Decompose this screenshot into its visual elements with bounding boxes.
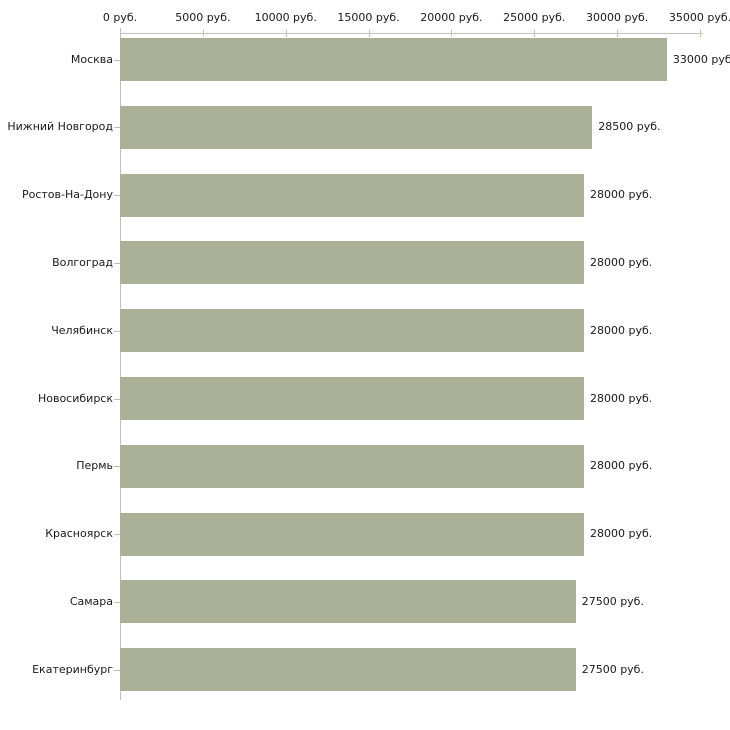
value-label: 28500 руб.: [598, 120, 661, 134]
y-axis-tick: [114, 59, 120, 61]
x-axis-tick: [202, 29, 204, 37]
y-axis-tick: [114, 669, 120, 671]
bar: [120, 173, 584, 217]
x-axis-tick-label: 25000 руб.: [503, 11, 566, 24]
y-axis-tick: [114, 601, 120, 603]
value-label: 27500 руб.: [581, 662, 644, 676]
bar: [120, 444, 584, 488]
x-axis-tick-label: 0 руб.: [102, 11, 138, 24]
value-label: 28000 руб.: [590, 255, 653, 269]
x-axis-tick-label: 15000 руб.: [337, 11, 400, 24]
bar: [120, 377, 584, 420]
y-axis-tick: [114, 330, 120, 332]
value-label: 28000 руб.: [590, 391, 653, 405]
x-axis-tick-label: 5000 руб.: [175, 11, 231, 24]
category-label: Ростов-На-Дону: [21, 188, 113, 202]
category-label: Нижний Новгород: [7, 120, 113, 134]
bar: [120, 38, 667, 81]
value-label: 28000 руб.: [590, 459, 653, 473]
value-label: 28000 руб.: [590, 323, 653, 337]
y-axis-tick: [114, 398, 120, 400]
x-axis-tick: [368, 29, 370, 37]
x-axis-tick-label: 20000 руб.: [420, 11, 483, 24]
x-axis-tick: [699, 29, 701, 37]
y-axis-line: [120, 28, 121, 700]
x-axis-tick: [451, 29, 453, 37]
bar: [120, 309, 584, 353]
bar: [120, 512, 584, 556]
category-label: Волгоград: [52, 255, 113, 269]
category-label: Самара: [69, 594, 113, 608]
value-label: 28000 руб.: [590, 188, 653, 202]
y-axis-tick: [114, 127, 120, 129]
y-axis-tick: [114, 262, 120, 264]
category-label: Пермь: [76, 459, 113, 473]
x-axis-tick: [617, 29, 619, 37]
x-axis-tick-label: 35000 руб.: [668, 11, 730, 24]
bar: [120, 648, 576, 692]
bar: [120, 580, 576, 624]
y-axis-tick: [114, 466, 120, 468]
bar: [120, 105, 593, 149]
bar: [120, 241, 584, 285]
category-label: Москва: [70, 52, 113, 66]
x-axis-tick: [285, 29, 287, 37]
x-axis-line: [120, 33, 703, 34]
value-label: 33000 руб.: [672, 52, 730, 66]
category-label: Челябинск: [51, 323, 113, 337]
x-axis-tick-label: 10000 руб.: [254, 11, 317, 24]
y-axis-tick: [114, 195, 120, 197]
value-label: 28000 руб.: [590, 527, 653, 541]
x-axis-tick-label: 30000 руб.: [586, 11, 649, 24]
category-label: Екатеринбург: [32, 662, 113, 676]
category-label: Новосибирск: [37, 391, 113, 405]
y-axis-tick: [114, 534, 120, 536]
category-label: Красноярск: [45, 527, 113, 541]
value-label: 27500 руб.: [581, 594, 644, 608]
x-axis-tick: [534, 29, 536, 37]
